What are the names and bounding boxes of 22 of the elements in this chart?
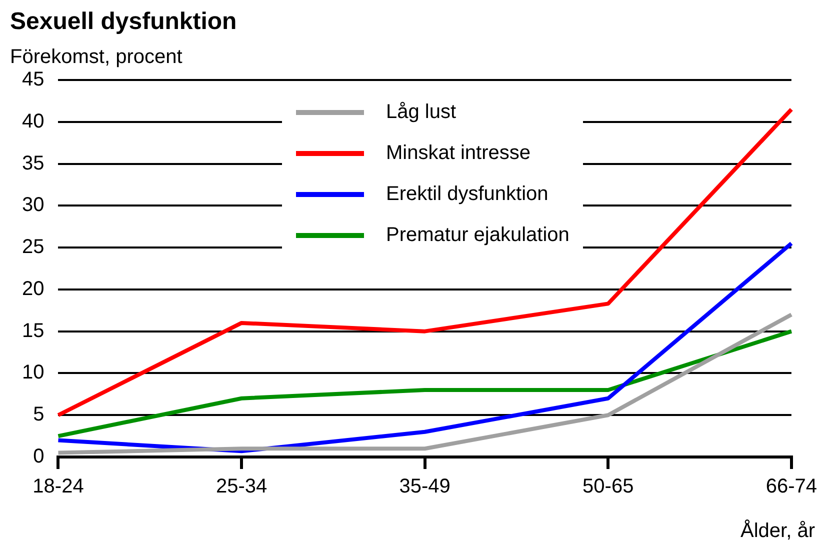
- y-tick-label: 0: [33, 446, 44, 468]
- y-tick-label: 35: [22, 152, 44, 174]
- x-tick-label: 18-24: [32, 476, 84, 498]
- y-tick-label: 15: [22, 320, 44, 342]
- legend-label: Låg lust: [386, 101, 456, 124]
- x-axis-title: Ålder, år: [740, 520, 815, 543]
- legend-label: Prematur ejakulation: [386, 224, 570, 247]
- y-tick-label: 20: [22, 278, 44, 300]
- y-tick-label: 5: [33, 404, 44, 426]
- y-tick-label: 40: [22, 110, 44, 132]
- legend-label: Minskat intresse: [386, 142, 530, 165]
- chart-title: Sexuell dysfunktion: [10, 8, 237, 36]
- y-tick-label: 10: [22, 362, 44, 384]
- y-tick-label: 45: [22, 68, 44, 91]
- x-tick-label: 50-65: [582, 476, 634, 498]
- y-axis-title: Förekomst, procent: [10, 46, 182, 69]
- x-tick-label: 35-49: [399, 476, 450, 498]
- y-tick-label: 30: [22, 194, 44, 216]
- x-tick-label: 66-74: [766, 476, 817, 498]
- legend-label: Erektil dysfunktion: [386, 183, 548, 206]
- x-tick-label: 25-34: [216, 476, 268, 498]
- y-tick-label: 25: [22, 236, 44, 258]
